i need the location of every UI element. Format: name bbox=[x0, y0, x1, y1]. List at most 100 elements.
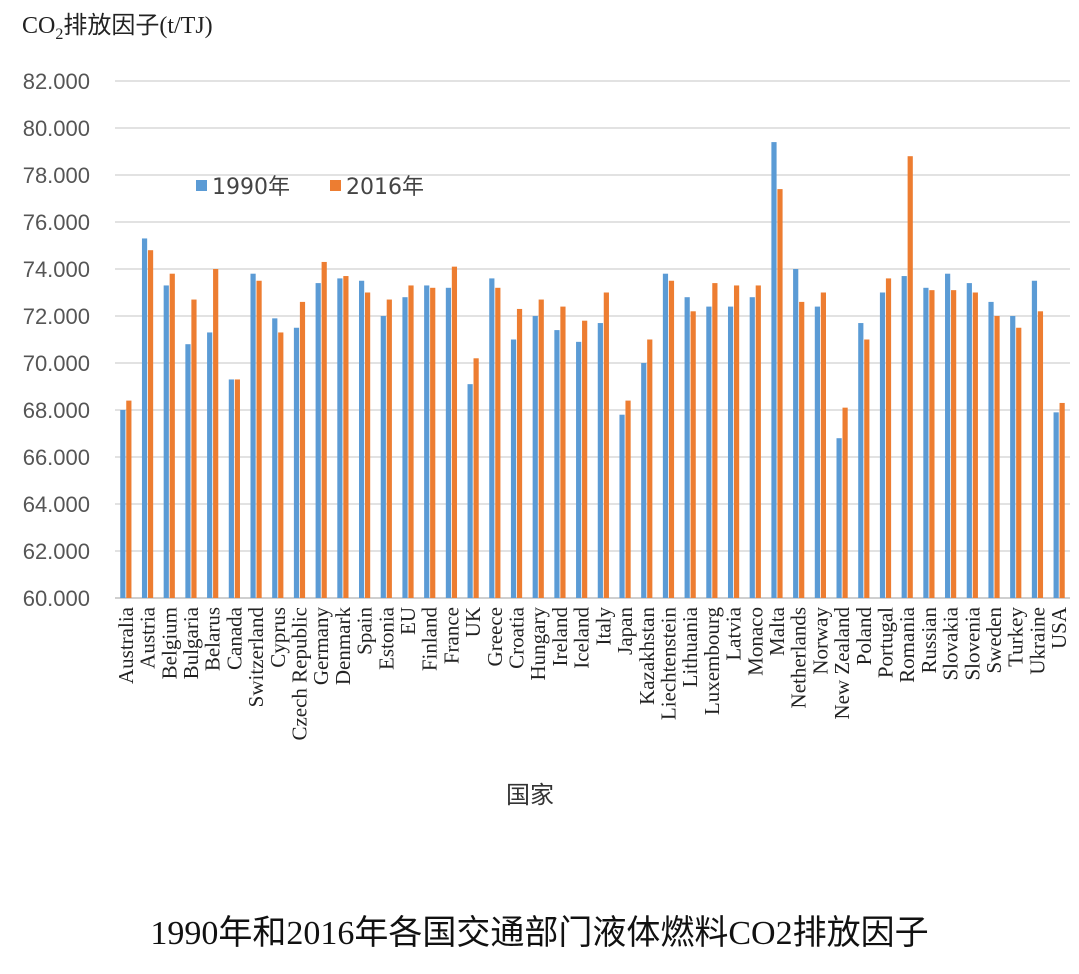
bar-series1 bbox=[141, 238, 148, 598]
bar-series1 bbox=[1010, 316, 1016, 598]
bar-series1 bbox=[662, 273, 669, 598]
bar-series2 bbox=[864, 339, 870, 598]
bar-series2 bbox=[690, 311, 696, 598]
x-category-label: Finland bbox=[418, 607, 442, 672]
bar-series2 bbox=[777, 189, 783, 598]
bar-series2 bbox=[972, 292, 978, 598]
bar-series1 bbox=[576, 341, 582, 598]
x-category-label: Cyprus bbox=[266, 607, 290, 668]
bar-series1 bbox=[771, 142, 777, 598]
bar-series1 bbox=[619, 414, 625, 598]
y-tick-label: 78.000 bbox=[23, 163, 90, 188]
x-category-label: USA bbox=[1047, 606, 1071, 649]
x-category-label: Russian bbox=[917, 607, 941, 674]
bar-series1 bbox=[402, 297, 408, 598]
bar-series1 bbox=[424, 285, 430, 598]
y-tick-label: 66.000 bbox=[23, 445, 90, 470]
x-category-label: Slovenia bbox=[960, 606, 984, 680]
bar-series1 bbox=[272, 318, 278, 598]
bar-series1 bbox=[1031, 280, 1038, 598]
bar-series2 bbox=[755, 285, 761, 598]
x-category-label: Norway bbox=[808, 607, 832, 675]
bar-series1 bbox=[597, 323, 603, 598]
x-category-label: Estonia bbox=[374, 606, 398, 670]
bar-series2 bbox=[299, 301, 306, 598]
bar-series1 bbox=[120, 410, 126, 598]
x-category-label: Greece bbox=[483, 607, 507, 666]
x-category-label: Portugal bbox=[874, 607, 898, 678]
bar-series1 bbox=[749, 297, 755, 598]
bar-series2 bbox=[234, 379, 240, 598]
bar-series1 bbox=[879, 292, 886, 598]
x-category-label: Lithuania bbox=[678, 606, 702, 687]
x-category-label: Monaco bbox=[743, 607, 767, 676]
x-category-label: Denmark bbox=[331, 607, 355, 686]
y-tick-label: 82.000 bbox=[23, 69, 90, 94]
bar-series2 bbox=[733, 285, 740, 598]
bar-series2 bbox=[842, 407, 848, 598]
x-category-label: Sweden bbox=[982, 607, 1006, 674]
bar-series1 bbox=[706, 306, 712, 598]
bar-series2 bbox=[994, 316, 1000, 598]
x-category-label: Latvia bbox=[722, 606, 746, 660]
x-category-label: Luxembourg bbox=[700, 607, 724, 716]
legend: 1990年 2016年 bbox=[196, 175, 424, 200]
x-category-label: Hungary bbox=[526, 607, 550, 681]
y-tick-label: 70.000 bbox=[23, 351, 90, 376]
bars bbox=[120, 142, 1065, 598]
y-tick-label: 60.000 bbox=[23, 586, 90, 611]
legend-label: 2016年 bbox=[346, 175, 424, 200]
x-category-label: Iceland bbox=[570, 607, 594, 669]
bar-series2 bbox=[278, 332, 284, 598]
x-category-label: Liechtenstein bbox=[656, 607, 680, 721]
bar-series1 bbox=[228, 379, 234, 598]
x-category-label: Canada bbox=[222, 606, 246, 670]
bar-series1 bbox=[467, 384, 473, 598]
x-category-label: Italy bbox=[591, 607, 615, 646]
bar-series1 bbox=[858, 323, 864, 598]
bar-series2 bbox=[951, 290, 957, 598]
x-category-label: Belgium bbox=[157, 607, 181, 679]
x-axis-title: 国家 bbox=[506, 781, 554, 809]
bar-series1 bbox=[727, 306, 734, 598]
bar-series1 bbox=[445, 287, 452, 598]
x-category-label: UK bbox=[461, 607, 485, 637]
x-category-label: Kazakhstan bbox=[635, 607, 659, 705]
bar-series1 bbox=[532, 316, 538, 598]
bar-series1 bbox=[966, 283, 972, 598]
bar-series2 bbox=[799, 301, 805, 598]
legend-swatch bbox=[330, 180, 341, 191]
legend-swatch bbox=[196, 180, 207, 191]
x-category-label: Austria bbox=[136, 606, 160, 669]
bar-series2 bbox=[820, 292, 826, 598]
x-category-label: Netherlands bbox=[787, 607, 811, 708]
x-category-label: France bbox=[439, 607, 463, 664]
x-category-label: Ireland bbox=[548, 607, 572, 667]
bar-series1 bbox=[337, 278, 343, 598]
bar-series1 bbox=[641, 363, 647, 598]
bar-series1 bbox=[1053, 412, 1059, 598]
x-category-label: Australia bbox=[114, 606, 138, 684]
bar-series1 bbox=[380, 316, 386, 598]
bar-series2 bbox=[495, 287, 501, 598]
bar-series2 bbox=[430, 287, 436, 598]
bar-series2 bbox=[712, 283, 718, 598]
bar-series2 bbox=[668, 280, 675, 598]
x-category-label: Romania bbox=[895, 606, 919, 682]
bar-series2 bbox=[386, 299, 392, 598]
bar-series2 bbox=[169, 273, 175, 598]
bar-series2 bbox=[256, 280, 262, 598]
bar-series1 bbox=[510, 339, 517, 598]
y-axis-ticks: 60.000 62.000 64.000 66.000 68.000 70.000 72.0… bbox=[23, 69, 90, 611]
x-category-label: Germany bbox=[309, 607, 333, 686]
y-tick-label: 74.000 bbox=[23, 257, 90, 282]
x-category-label: EU bbox=[396, 607, 420, 635]
x-axis-categories: AustraliaAustriaBelgiumBulgariaBelarusCa… bbox=[114, 606, 1071, 740]
bar-series1 bbox=[207, 332, 213, 598]
bar-series2 bbox=[560, 306, 566, 598]
bar-series1 bbox=[489, 278, 495, 598]
bar-series1 bbox=[250, 273, 256, 598]
y-tick-label: 62.000 bbox=[23, 539, 90, 564]
bar-series1 bbox=[293, 327, 300, 598]
bar-series1 bbox=[901, 276, 907, 598]
